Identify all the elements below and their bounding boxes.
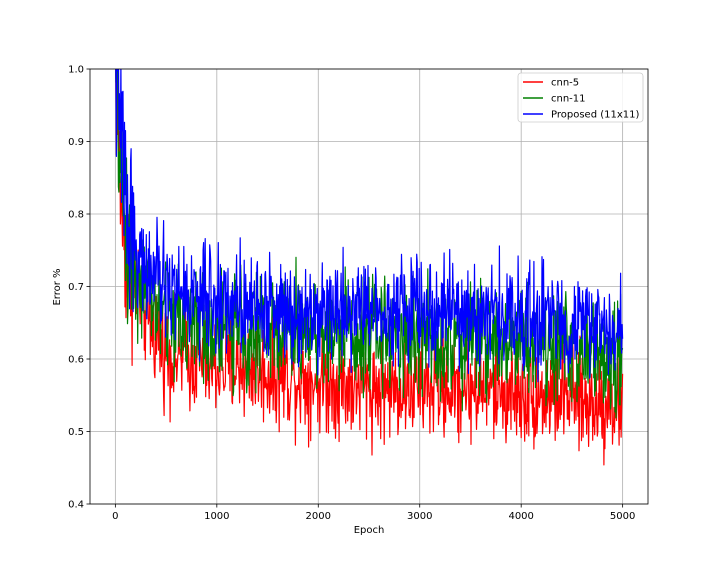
y-axis-label: Error % xyxy=(52,268,63,305)
x-axis-label: Epoch xyxy=(354,525,385,536)
x-tick-label: 0 xyxy=(112,511,118,522)
x-tick-label: 5000 xyxy=(610,511,635,522)
legend: cnn-5 cnn-11 Proposed (11x11) xyxy=(517,72,644,123)
y-tick-label: 1.0 xyxy=(68,65,84,76)
x-tick-label: 3000 xyxy=(407,511,432,522)
y-tick-label: 0.9 xyxy=(68,137,84,148)
legend-label: cnn-11 xyxy=(551,94,586,105)
y-tick-label: 0.7 xyxy=(68,282,84,293)
x-tick-label: 1000 xyxy=(204,511,229,522)
x-tick-label: 4000 xyxy=(508,511,533,522)
y-tick-label: 0.5 xyxy=(68,427,84,438)
series-layer xyxy=(115,69,624,466)
legend-box xyxy=(517,72,644,123)
legend-label: cnn-5 xyxy=(551,78,579,89)
y-tick-label: 0.4 xyxy=(68,500,84,511)
legend-label: Proposed (11x11) xyxy=(551,110,639,121)
y-tick-label: 0.6 xyxy=(68,355,84,366)
x-tick-label: 2000 xyxy=(306,511,331,522)
series-line-2 xyxy=(115,69,624,383)
axis-ticks: 0 1000 2000 3000 4000 5000 0.4 0.5 0.6 0.7 0.8 0.9 1… xyxy=(68,65,635,523)
y-tick-label: 0.8 xyxy=(68,210,84,221)
